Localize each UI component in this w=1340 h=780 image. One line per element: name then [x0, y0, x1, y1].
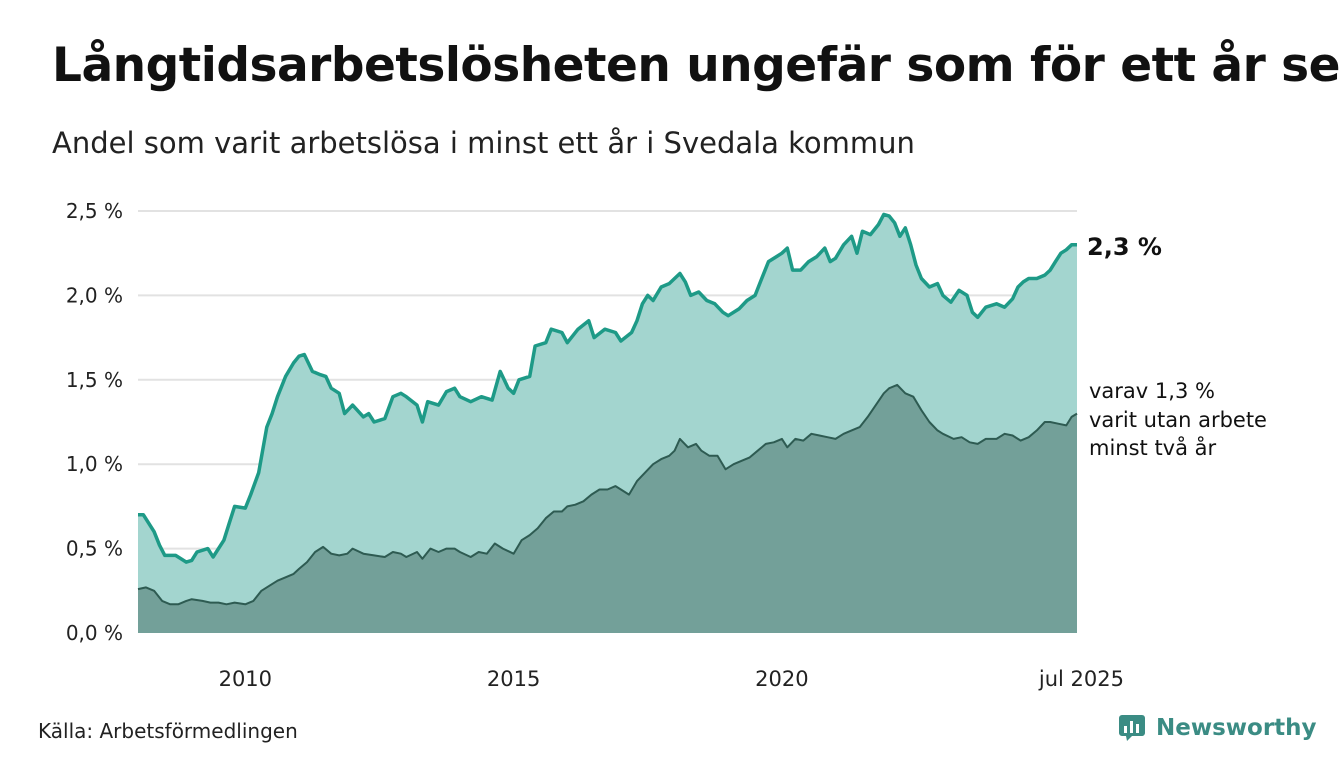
newsworthy-logo-icon [1119, 715, 1145, 741]
y-tick-label-2: 1,0 % [66, 452, 123, 476]
series-line-total [138, 212, 1077, 564]
y-tick-label-3: 1,5 % [66, 368, 123, 392]
end-labels: 2,3 % varav 1,3 % varit utan arbete mins… [1087, 233, 1267, 460]
y-axis-ticks: 0,0 % 0,5 % 1,0 % 1,5 % 2,0 % 2,5 % [66, 199, 123, 645]
newsworthy-logo: Newsworthy [1118, 714, 1317, 742]
area-fill-two-year [138, 384, 1077, 633]
chart-title: Långtidsarbetslösheten ungefär som för e… [52, 38, 1340, 93]
newsworthy-logo-text: Newsworthy [1156, 715, 1317, 741]
sub-end-label-line-3: minst två år [1089, 435, 1217, 460]
y-tick-label-1: 0,5 % [66, 537, 123, 561]
x-tick-label-1: 2015 [487, 667, 540, 691]
sub-end-label-line-2: varit utan arbete [1089, 408, 1267, 432]
y-tick-label-0: 0,0 % [66, 621, 123, 645]
y-tick-label-4: 2,0 % [66, 283, 123, 307]
chart-subtitle: Andel som varit arbetslösa i minst ett å… [52, 126, 915, 160]
chart-areas [137, 212, 1078, 633]
series-line-two-year [137, 383, 1078, 606]
x-tick-label-0: 2010 [219, 667, 272, 691]
source-note: Källa: Arbetsförmedlingen [38, 719, 298, 743]
x-tick-label-3: jul 2025 [1038, 667, 1124, 691]
total-end-label: 2,3 % [1087, 233, 1162, 261]
x-tick-label-2: 2020 [755, 667, 808, 691]
sub-end-label-line-1: varav 1,3 % [1089, 379, 1215, 403]
x-axis-ticks: 2010 2015 2020 jul 2025 [219, 667, 1124, 691]
y-tick-label-5: 2,5 % [66, 199, 123, 223]
